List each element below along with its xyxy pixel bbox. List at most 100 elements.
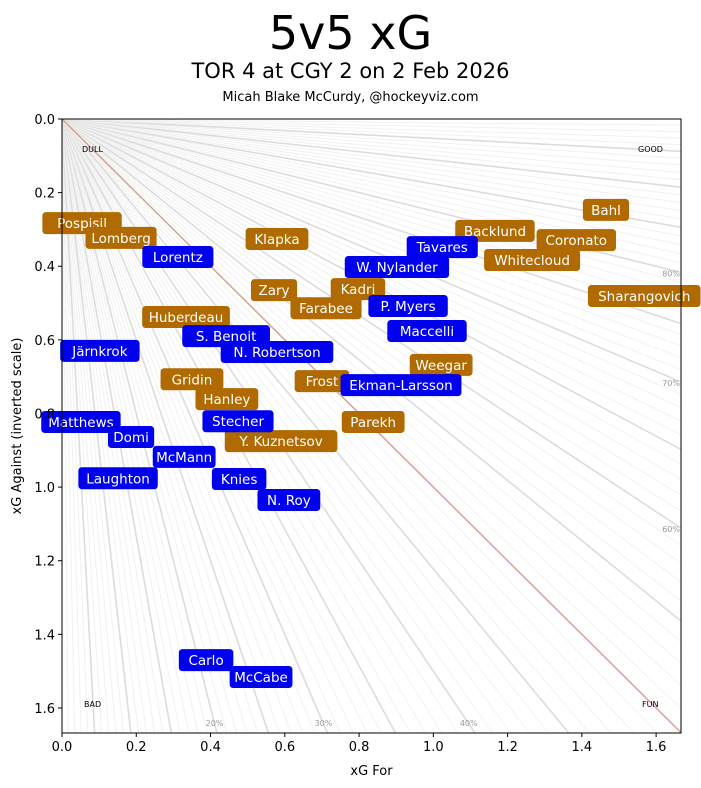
- pct-label: 60%: [662, 525, 680, 534]
- player-label: Backlund: [464, 224, 526, 240]
- player-label-box: [160, 368, 224, 391]
- iso-line: [62, 119, 681, 583]
- y-tick-label: 0.0: [34, 113, 55, 128]
- y-tick-label: 1.4: [34, 628, 55, 643]
- player-label-box: [245, 228, 309, 251]
- chart-title: 5v5 xG: [268, 6, 433, 60]
- player-label: Maccelli: [400, 324, 454, 340]
- player-label-box: [229, 666, 293, 689]
- y-axis-label: xG Against (inverted scale): [10, 338, 25, 515]
- iso-line: [62, 119, 493, 733]
- player-label-box: [202, 410, 274, 433]
- x-tick-label: 1.0: [423, 740, 444, 755]
- iso-line: [62, 119, 681, 139]
- pct-label: 30%: [315, 719, 333, 728]
- player-label: Klapka: [254, 232, 299, 248]
- player-label-box: [211, 468, 267, 491]
- iso-line: [62, 119, 681, 246]
- player-label: Stecher: [212, 414, 264, 430]
- iso-line: [62, 119, 681, 564]
- iso-line: [62, 119, 681, 159]
- iso-line: [62, 119, 681, 314]
- player-label: Lomberg: [91, 231, 150, 247]
- corner-label-good: GOOD: [638, 145, 663, 154]
- iso-line: [62, 119, 681, 146]
- iso-line: [62, 119, 681, 173]
- player-label: W. Nylander: [356, 260, 438, 276]
- corner-label-fun: FUN: [642, 700, 658, 709]
- player-label-box: [60, 339, 140, 362]
- x-tick-label: 0.6: [274, 740, 295, 755]
- player-label-box: [341, 410, 405, 433]
- player-label: Weegar: [415, 358, 467, 374]
- iso-line: [62, 119, 681, 166]
- player-label: Frost: [306, 374, 339, 390]
- player-label: Tavares: [416, 240, 468, 256]
- iso-line: [62, 119, 681, 325]
- iso-line: [62, 119, 681, 188]
- iso-line: [62, 119, 681, 220]
- y-tick-label: 0.6: [34, 334, 55, 349]
- player-label-box: [582, 198, 630, 221]
- player-label: P. Myers: [380, 299, 435, 315]
- x-tick-label: 1.2: [497, 740, 518, 755]
- chart-credit: Micah Blake McCurdy, @hockeyviz.com: [222, 90, 479, 105]
- x-axis-label: xG For: [350, 764, 393, 779]
- x-tick-label: 1.4: [572, 740, 593, 755]
- player-label-box: [220, 341, 334, 364]
- pct-label: 80%: [662, 269, 680, 278]
- player-label: Gridin: [172, 372, 213, 388]
- player-label: Ekman-Larsson: [349, 378, 452, 394]
- player-label-box: [484, 248, 581, 271]
- player-label-box: [195, 388, 259, 411]
- player-label: Domi: [113, 430, 149, 446]
- y-tick-label: 0.8: [34, 407, 55, 422]
- player-label: Laughton: [86, 471, 150, 487]
- iso-line: [62, 119, 681, 303]
- player-label-box: [250, 279, 298, 302]
- player-label: McMann: [156, 450, 212, 466]
- iso-line: [62, 119, 590, 733]
- iso-line: [62, 119, 681, 529]
- player-label: Farabee: [299, 301, 353, 317]
- iso-line: [62, 119, 681, 196]
- player-label-box: [368, 294, 448, 317]
- player-label: Huberdeau: [149, 310, 224, 326]
- player-label: Sharangovich: [598, 289, 690, 305]
- iso-line: [62, 119, 681, 371]
- player-label: Y. Kuznetsov: [238, 434, 322, 450]
- player-label: Zary: [258, 283, 289, 299]
- iso-line: [62, 119, 681, 229]
- iso-line: [62, 119, 550, 733]
- y-tick-label: 0.2: [34, 187, 55, 202]
- player-label-box: [340, 374, 462, 397]
- iso-line: [62, 119, 681, 204]
- y-tick-label: 1.6: [34, 702, 55, 717]
- player-label-box: [152, 445, 216, 468]
- player-label: Coronato: [545, 233, 607, 249]
- x-tick-label: 0.4: [200, 740, 221, 755]
- player-label: Parekh: [350, 415, 396, 431]
- player-label: Järnkrok: [71, 344, 127, 360]
- player-label-box: [41, 410, 121, 433]
- player-label-box: [257, 488, 321, 511]
- iso-line: [62, 119, 681, 336]
- player-label-box: [107, 426, 155, 449]
- player-label: Kadri: [341, 282, 376, 298]
- iso-line: [62, 119, 681, 602]
- iso-line: [62, 119, 511, 733]
- y-tick-label: 1.2: [34, 555, 55, 570]
- x-tick-label: 1.6: [646, 740, 667, 755]
- iso-line: [62, 119, 530, 733]
- player-label-box: [455, 219, 535, 242]
- iso-line: [62, 119, 612, 733]
- iso-line: [62, 119, 681, 686]
- player-label-box: [78, 467, 158, 490]
- iso-line: [62, 119, 681, 212]
- player-label-box: [344, 255, 450, 278]
- player-label: Carlo: [188, 653, 223, 669]
- plot-frame: [61, 118, 682, 734]
- iso-line: [62, 119, 681, 347]
- y-tick-label: 0.4: [34, 260, 55, 275]
